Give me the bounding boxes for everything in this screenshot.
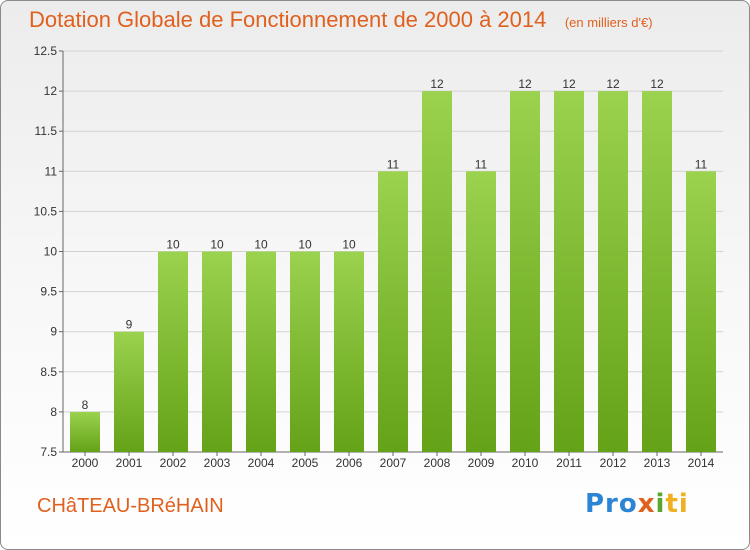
x-tick-label: 2004 <box>248 456 275 470</box>
data-label: 11 <box>695 157 708 171</box>
chart-title: Dotation Globale de Fonctionnement de 20… <box>29 7 547 32</box>
x-tick-label: 2009 <box>468 456 495 470</box>
bar <box>70 411 100 452</box>
y-tick-label: 11.5 <box>35 124 58 138</box>
labels: 7.5 8 8.5 9 9.5 10 10.5 11 11.5 12 12.5 8 2000 9 2001 1… <box>34 44 715 470</box>
logo-part: x <box>637 489 656 519</box>
y-tick-label: 7.5 <box>40 445 57 459</box>
bar <box>334 251 364 452</box>
x-tick-label: 2013 <box>644 456 671 470</box>
data-label: 12 <box>562 77 576 91</box>
x-tick-label: 2014 <box>688 456 715 470</box>
data-label: 12 <box>518 77 532 91</box>
bar <box>554 91 584 452</box>
y-tick-label: 8.5 <box>40 365 57 379</box>
data-label: 10 <box>298 238 312 252</box>
bar <box>202 251 232 452</box>
chart-subtitle: (en milliers d'€) <box>564 15 653 30</box>
x-tick-label: 2008 <box>424 456 451 470</box>
bar <box>114 331 144 452</box>
y-tick-label: 12.5 <box>34 44 58 58</box>
logo-part: ti <box>665 489 689 519</box>
data-label: 12 <box>430 77 444 91</box>
bar <box>642 91 672 452</box>
proxiti-logo[interactable]: Proxiti <box>585 489 689 519</box>
bar <box>290 251 320 452</box>
bar <box>466 171 496 453</box>
data-label: 10 <box>342 238 356 252</box>
bar <box>378 171 408 453</box>
data-label: 12 <box>606 77 620 91</box>
x-tick-label: 2010 <box>512 456 539 470</box>
y-tick-label: 11 <box>45 164 58 178</box>
bar <box>510 91 540 452</box>
data-label: 9 <box>126 318 133 332</box>
x-tick-label: 2012 <box>600 456 627 470</box>
bar <box>686 171 716 453</box>
y-tick-label: 9 <box>50 325 57 339</box>
y-tick-label: 10.5 <box>34 204 58 218</box>
data-label: 11 <box>387 157 400 171</box>
title-block: Dotation Globale de Fonctionnement de 20… <box>29 7 653 33</box>
x-tick-label: 2011 <box>556 456 582 470</box>
y-tick-label: 10 <box>44 245 58 259</box>
x-tick-label: 2003 <box>204 456 231 470</box>
data-label: 12 <box>650 77 664 91</box>
bar <box>246 251 276 452</box>
x-tick-label: 2001 <box>116 456 143 470</box>
logo-part: Pro <box>585 489 638 519</box>
bars <box>70 91 716 453</box>
x-tick-label: 2007 <box>380 456 407 470</box>
x-tick-label: 2002 <box>160 456 187 470</box>
data-label: 10 <box>210 238 224 252</box>
data-label: 11 <box>475 157 488 171</box>
bar <box>158 251 188 452</box>
y-tick-label: 12 <box>44 84 58 98</box>
x-tick-label: 2000 <box>72 456 99 470</box>
commune-name: CHâTEAU-BRéHAIN <box>37 495 224 517</box>
y-tick-label: 8 <box>50 405 57 419</box>
bar <box>598 91 628 452</box>
x-tick-label: 2005 <box>292 456 319 470</box>
bar <box>422 91 452 452</box>
data-label: 10 <box>166 238 180 252</box>
data-label: 10 <box>254 238 268 252</box>
x-tick-label: 2006 <box>336 456 363 470</box>
data-label: 8 <box>82 398 89 412</box>
y-tick-label: 9.5 <box>40 285 57 299</box>
logo-part: i <box>655 489 666 519</box>
